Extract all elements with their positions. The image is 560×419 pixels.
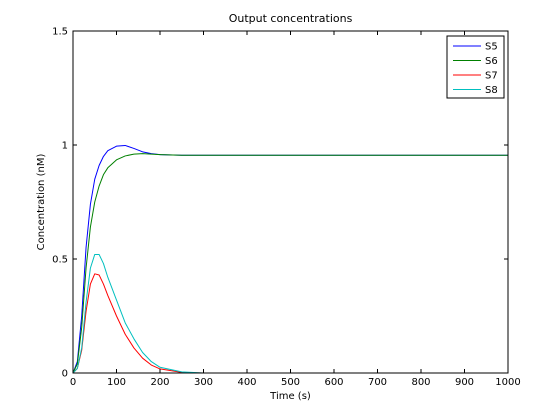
- x-tick-label: 800: [411, 377, 430, 388]
- x-tick-label: 0: [70, 377, 76, 388]
- legend-label-s8: S8: [485, 85, 498, 96]
- x-tick-label: 200: [150, 377, 169, 388]
- y-tick-label: 0.5: [52, 255, 68, 266]
- x-axis-label: Time (s): [269, 391, 311, 402]
- y-axis-label: Concentration (nM): [36, 154, 47, 251]
- x-tick-label: 300: [194, 377, 213, 388]
- x-tick-label: 400: [237, 377, 256, 388]
- x-tick-label: 1000: [495, 377, 520, 388]
- plot-area: [73, 31, 508, 373]
- chart-title: Output concentrations: [229, 12, 353, 25]
- series-line-s8: [72, 253, 508, 374]
- x-tick-label: 100: [107, 377, 126, 388]
- x-tick-label: 600: [324, 377, 343, 388]
- legend-label-s7: S7: [485, 71, 498, 82]
- legend-label-s6: S6: [485, 56, 498, 67]
- legend-label-s5: S5: [485, 42, 498, 53]
- series-line-s6: [72, 153, 508, 374]
- x-tick-label: 700: [368, 377, 387, 388]
- y-tick-label: 0: [62, 369, 68, 380]
- x-tick-label: 900: [455, 377, 474, 388]
- y-tick-label: 1: [62, 141, 68, 152]
- y-tick-label: 1.5: [52, 27, 68, 38]
- series-layer: [72, 144, 508, 374]
- ticks-layer: 0 100 200 300 400 500 600 700 800 900 1000 0 0.5 1 1.5: [52, 27, 521, 389]
- plot-background: [73, 31, 508, 373]
- x-tick-label: 500: [281, 377, 300, 388]
- series-line-s7: [72, 273, 508, 374]
- legend: S5 S6 S7 S8: [446, 35, 505, 99]
